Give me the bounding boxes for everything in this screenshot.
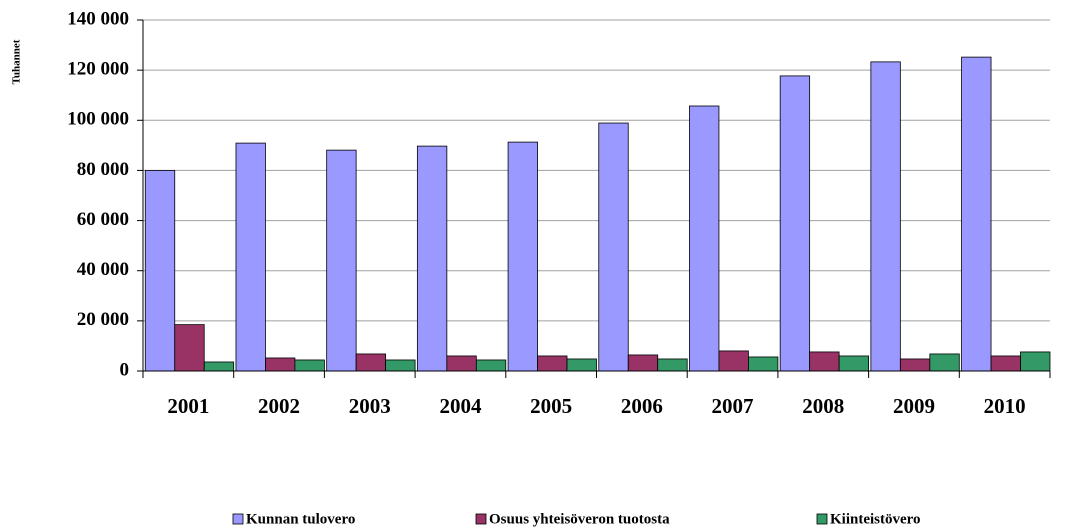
bar (779, 75, 811, 372)
y-tick-label: 80 000 (77, 159, 129, 180)
x-tick-label: 2010 (984, 394, 1026, 418)
y-tick-label: 20 000 (77, 309, 129, 330)
legend-swatch (816, 513, 828, 525)
legend-label: Osuus yhteisöveron tuotosta (489, 511, 670, 527)
y-tick-label: 60 000 (77, 209, 129, 230)
bar (174, 324, 205, 372)
x-tick-label: 2006 (621, 394, 663, 418)
bar (929, 353, 960, 372)
bar (537, 355, 568, 372)
x-tick-label: 2007 (712, 394, 754, 418)
bar (990, 355, 1021, 372)
legend-swatch (475, 513, 487, 525)
x-tick-label: 2002 (258, 394, 300, 418)
bar (809, 351, 840, 372)
bar (870, 61, 901, 372)
bar (265, 357, 296, 372)
bar (326, 149, 357, 372)
bar (689, 105, 720, 372)
legend-label: Kiinteistövero (830, 511, 921, 527)
bar (355, 353, 387, 372)
y-tick-label: 140 000 (67, 8, 129, 29)
bar (598, 122, 629, 372)
bar (235, 142, 266, 372)
bar (446, 355, 477, 372)
y-axis-title: Tuhannet (11, 39, 23, 84)
x-tick-label: 2005 (530, 394, 572, 418)
bar (203, 361, 235, 372)
bar (961, 56, 992, 372)
x-tick-label: 2003 (349, 394, 391, 418)
bar (416, 145, 448, 372)
y-tick-label: 100 000 (67, 109, 129, 130)
x-tick-label: 2004 (439, 394, 482, 418)
bar (294, 359, 325, 372)
bar (507, 141, 538, 372)
bar (385, 359, 416, 372)
bar (899, 358, 931, 372)
y-tick-label: 0 (120, 359, 130, 380)
bar (566, 358, 597, 372)
y-tick-label: 120 000 (67, 59, 129, 80)
bar (144, 170, 176, 372)
x-tick-label: 2008 (802, 394, 844, 418)
bar (748, 356, 779, 372)
bar (838, 355, 869, 372)
legend-label: Kunnan tulovero (246, 511, 355, 527)
y-tick-label: 40 000 (77, 259, 129, 280)
bar (718, 350, 749, 372)
legend-swatch (232, 513, 244, 525)
bar (1020, 351, 1051, 372)
bar (475, 359, 507, 372)
x-tick-label: 2001 (167, 394, 209, 418)
bar (657, 358, 688, 372)
x-tick-label: 2009 (893, 394, 935, 418)
bar (627, 354, 659, 372)
